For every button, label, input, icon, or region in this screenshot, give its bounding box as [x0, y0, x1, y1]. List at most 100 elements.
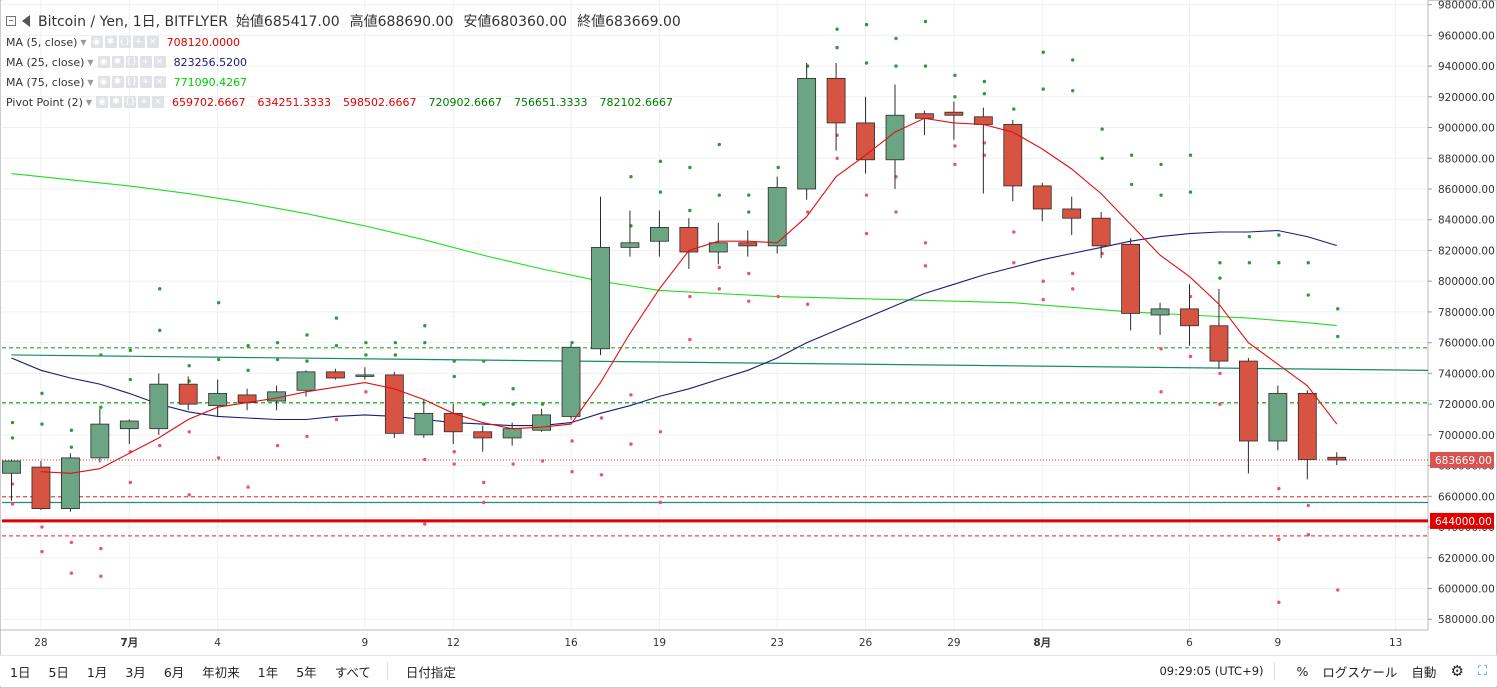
caret-down-icon[interactable]: ▼ [87, 57, 94, 67]
candle-body [856, 122, 875, 161]
gear-icon[interactable]: ⚙ [1450, 662, 1464, 680]
log-scale-button[interactable]: ログスケール [1322, 664, 1398, 680]
auto-button[interactable]: 自動 [1411, 664, 1437, 680]
pivot-dot-green [482, 402, 486, 406]
candle-body [31, 466, 51, 510]
pivot-dot-green [187, 364, 191, 368]
source-icon[interactable]: {} [124, 96, 137, 108]
price-chart[interactable]: 580000.00600000.00620000.00640000.006600… [0, 0, 1497, 655]
pivot-dot-green [334, 316, 339, 320]
candle-body [1003, 124, 1023, 187]
source-icon[interactable]: {} [118, 36, 131, 48]
goto-date-button[interactable]: 日付指定 [405, 664, 456, 680]
more-icon[interactable]: + [139, 56, 152, 68]
indicator-name[interactable]: MA (5, close) [6, 35, 78, 49]
candle-body [1268, 392, 1288, 442]
range-button[interactable]: 5年 [296, 664, 317, 680]
flag-icon[interactable] [22, 15, 30, 27]
close-icon[interactable]: × [152, 96, 165, 108]
pivot-dot-green [246, 344, 250, 348]
x-tick-label: 16 [564, 637, 578, 649]
indicator-value: 634251.3333 [257, 95, 332, 109]
indicator-row: Pivot Point (2) ▼ ◉ ✱{} + × 659702.6667 634251.… [6, 92, 691, 112]
eye-icon[interactable]: ◉ [90, 36, 103, 48]
price-tag-label: 644000.00 [1435, 516, 1492, 528]
pivot-dot-red [482, 500, 486, 505]
pivot-dot-green [1277, 261, 1281, 265]
pivot-dot-green [1188, 190, 1193, 194]
close-icon[interactable]: × [153, 76, 166, 88]
pivot-dot-red [275, 443, 280, 448]
pivot-dot-green [393, 340, 398, 345]
y-tick-label: 580000.00 [1438, 614, 1495, 626]
percent-button[interactable]: % [1296, 663, 1309, 679]
settings-icon[interactable]: ✱ [111, 76, 124, 88]
pivot-dot-green [1247, 261, 1252, 265]
pivot-dot-green [10, 420, 15, 425]
more-icon[interactable]: + [138, 96, 151, 108]
indicator-name[interactable]: MA (25, close) [6, 55, 85, 69]
pivot-dot-red [1012, 261, 1016, 265]
range-button[interactable]: 年初来 [202, 664, 240, 680]
pivot-dot-red [688, 294, 692, 299]
candle-body [767, 187, 787, 247]
eye-icon[interactable]: ◉ [97, 76, 110, 88]
caret-down-icon[interactable]: ▼ [85, 97, 93, 107]
eye-icon[interactable]: ◉ [97, 56, 110, 68]
collapse-icon[interactable] [6, 16, 16, 26]
pivot-dot-red [40, 549, 44, 554]
pivot-dot-red [747, 271, 751, 276]
fullscreen-icon[interactable]: ⛶ [1477, 663, 1487, 679]
pivot-dot-red [923, 264, 928, 268]
indicator-row: MA (5, close) ▼ ◉ ✱{} + × 708120.0000 [6, 32, 691, 52]
indicator-name[interactable]: MA (75, close) [6, 75, 85, 89]
settings-icon[interactable]: ✱ [110, 96, 123, 108]
candle-body [1032, 185, 1052, 210]
candle-body [178, 383, 198, 405]
more-icon[interactable]: + [132, 36, 145, 48]
eye-icon[interactable]: ◉ [96, 96, 109, 108]
x-tick-label: 9 [362, 637, 369, 649]
range-buttons: 1日 5日 1月 3月 6月 年初来 1年 5年 すべて [0, 662, 379, 681]
range-button[interactable]: 1年 [257, 664, 279, 680]
pivot-dot-red [658, 430, 663, 434]
candle-body [650, 227, 669, 242]
pivot-dot-red [69, 571, 74, 575]
pivot-dot-red [1277, 600, 1281, 605]
pivot-dot-green [452, 359, 456, 363]
pivot-dot-red [658, 500, 663, 505]
pivot-dot-green [334, 344, 339, 348]
source-icon[interactable]: {} [125, 56, 138, 68]
pivot-dot-red [629, 393, 633, 397]
candle-body [1297, 392, 1317, 460]
range-button[interactable]: すべて [334, 664, 371, 680]
y-tick-label: 980000.00 [1438, 0, 1495, 12]
y-tick-label: 800000.00 [1438, 276, 1495, 288]
pivot-dot-red [864, 231, 869, 236]
settings-icon[interactable]: ✱ [111, 56, 124, 68]
caret-down-icon[interactable]: ▼ [87, 77, 94, 87]
pivot-dot-green [658, 159, 663, 164]
range-button[interactable]: 6月 [163, 664, 185, 680]
bottom-toolbar: 1日 5日 1月 3月 6月 年初来 1年 5年 すべて 日付指定 09:29:05 (UTC+… [0, 655, 1497, 686]
pivot-dot-green [658, 190, 663, 194]
range-button[interactable]: 3月 [125, 664, 146, 680]
close-icon[interactable]: × [153, 56, 166, 68]
pivot-dot-green [305, 359, 309, 363]
pivot-dot-green [393, 353, 398, 357]
indicator-name[interactable]: Pivot Point (2) [6, 95, 83, 109]
range-button[interactable]: 1月 [86, 664, 108, 680]
indicator-value: 659702.6667 [172, 95, 246, 109]
range-button[interactable]: 1日 [10, 664, 31, 680]
indicator-controls: ◉ ✱{} + × [96, 96, 166, 108]
close-icon[interactable]: × [146, 36, 159, 48]
caret-down-icon[interactable]: ▼ [80, 37, 87, 47]
more-icon[interactable]: + [139, 76, 152, 88]
pivot-dot-red [864, 193, 869, 197]
source-icon[interactable]: {} [125, 76, 138, 88]
x-tick-label: 23 [771, 637, 784, 649]
pivot-dot-green [688, 208, 692, 213]
range-button[interactable]: 5日 [48, 664, 69, 680]
settings-icon[interactable]: ✱ [104, 36, 117, 48]
candle-body [738, 242, 758, 247]
